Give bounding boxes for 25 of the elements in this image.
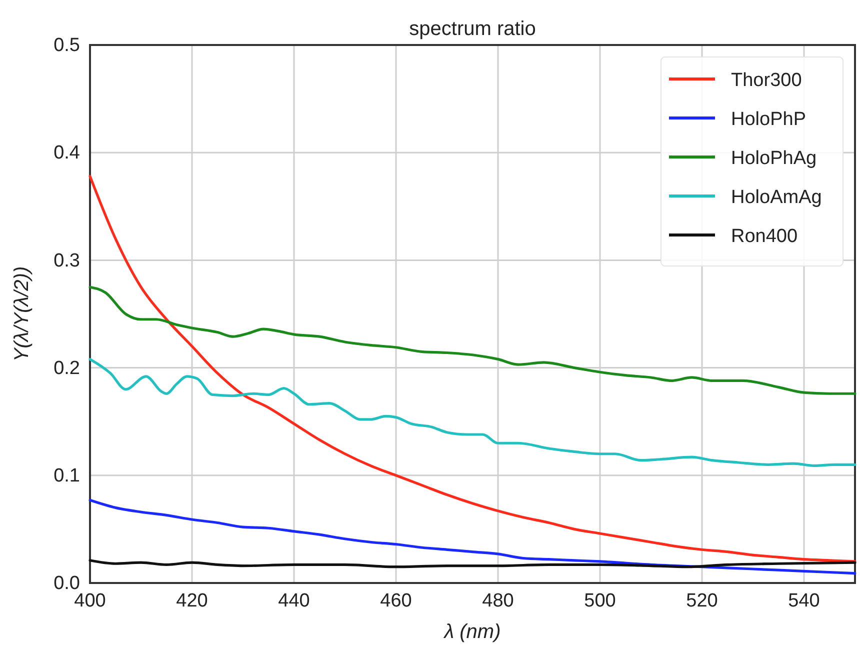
legend-label: HoloPhAg — [731, 148, 817, 169]
x-axis-title: λ (nm) — [443, 621, 501, 643]
legend-label: HoloAmAg — [731, 187, 822, 208]
chart-title: spectrum ratio — [409, 18, 536, 40]
y-axis-title: Y(λ/Y(λ/2)) — [11, 266, 33, 362]
y-tick-label: 0.5 — [54, 35, 80, 56]
x-tick-label: 440 — [278, 590, 310, 612]
legend-label: Thor300 — [731, 70, 802, 91]
x-tick-label: 460 — [380, 590, 412, 612]
x-tick-label: 420 — [176, 590, 208, 612]
x-tick-label: 480 — [482, 590, 514, 612]
y-tick-label: 0.4 — [54, 142, 80, 164]
legend-label: Ron400 — [731, 226, 798, 247]
y-tick-label: 0.1 — [54, 465, 80, 486]
y-tick-label: 0.2 — [54, 358, 80, 379]
x-tick-label: 500 — [584, 590, 616, 612]
line-series — [88, 559, 856, 568]
x-tick-label: 540 — [788, 590, 820, 612]
legend-label: HoloPhP — [731, 109, 806, 130]
y-tick-label: 0.3 — [54, 250, 80, 272]
line-series — [88, 174, 856, 563]
line-series — [88, 498, 856, 575]
x-tick-label: 520 — [686, 590, 718, 612]
line-series — [88, 286, 856, 395]
line-series — [88, 358, 856, 468]
